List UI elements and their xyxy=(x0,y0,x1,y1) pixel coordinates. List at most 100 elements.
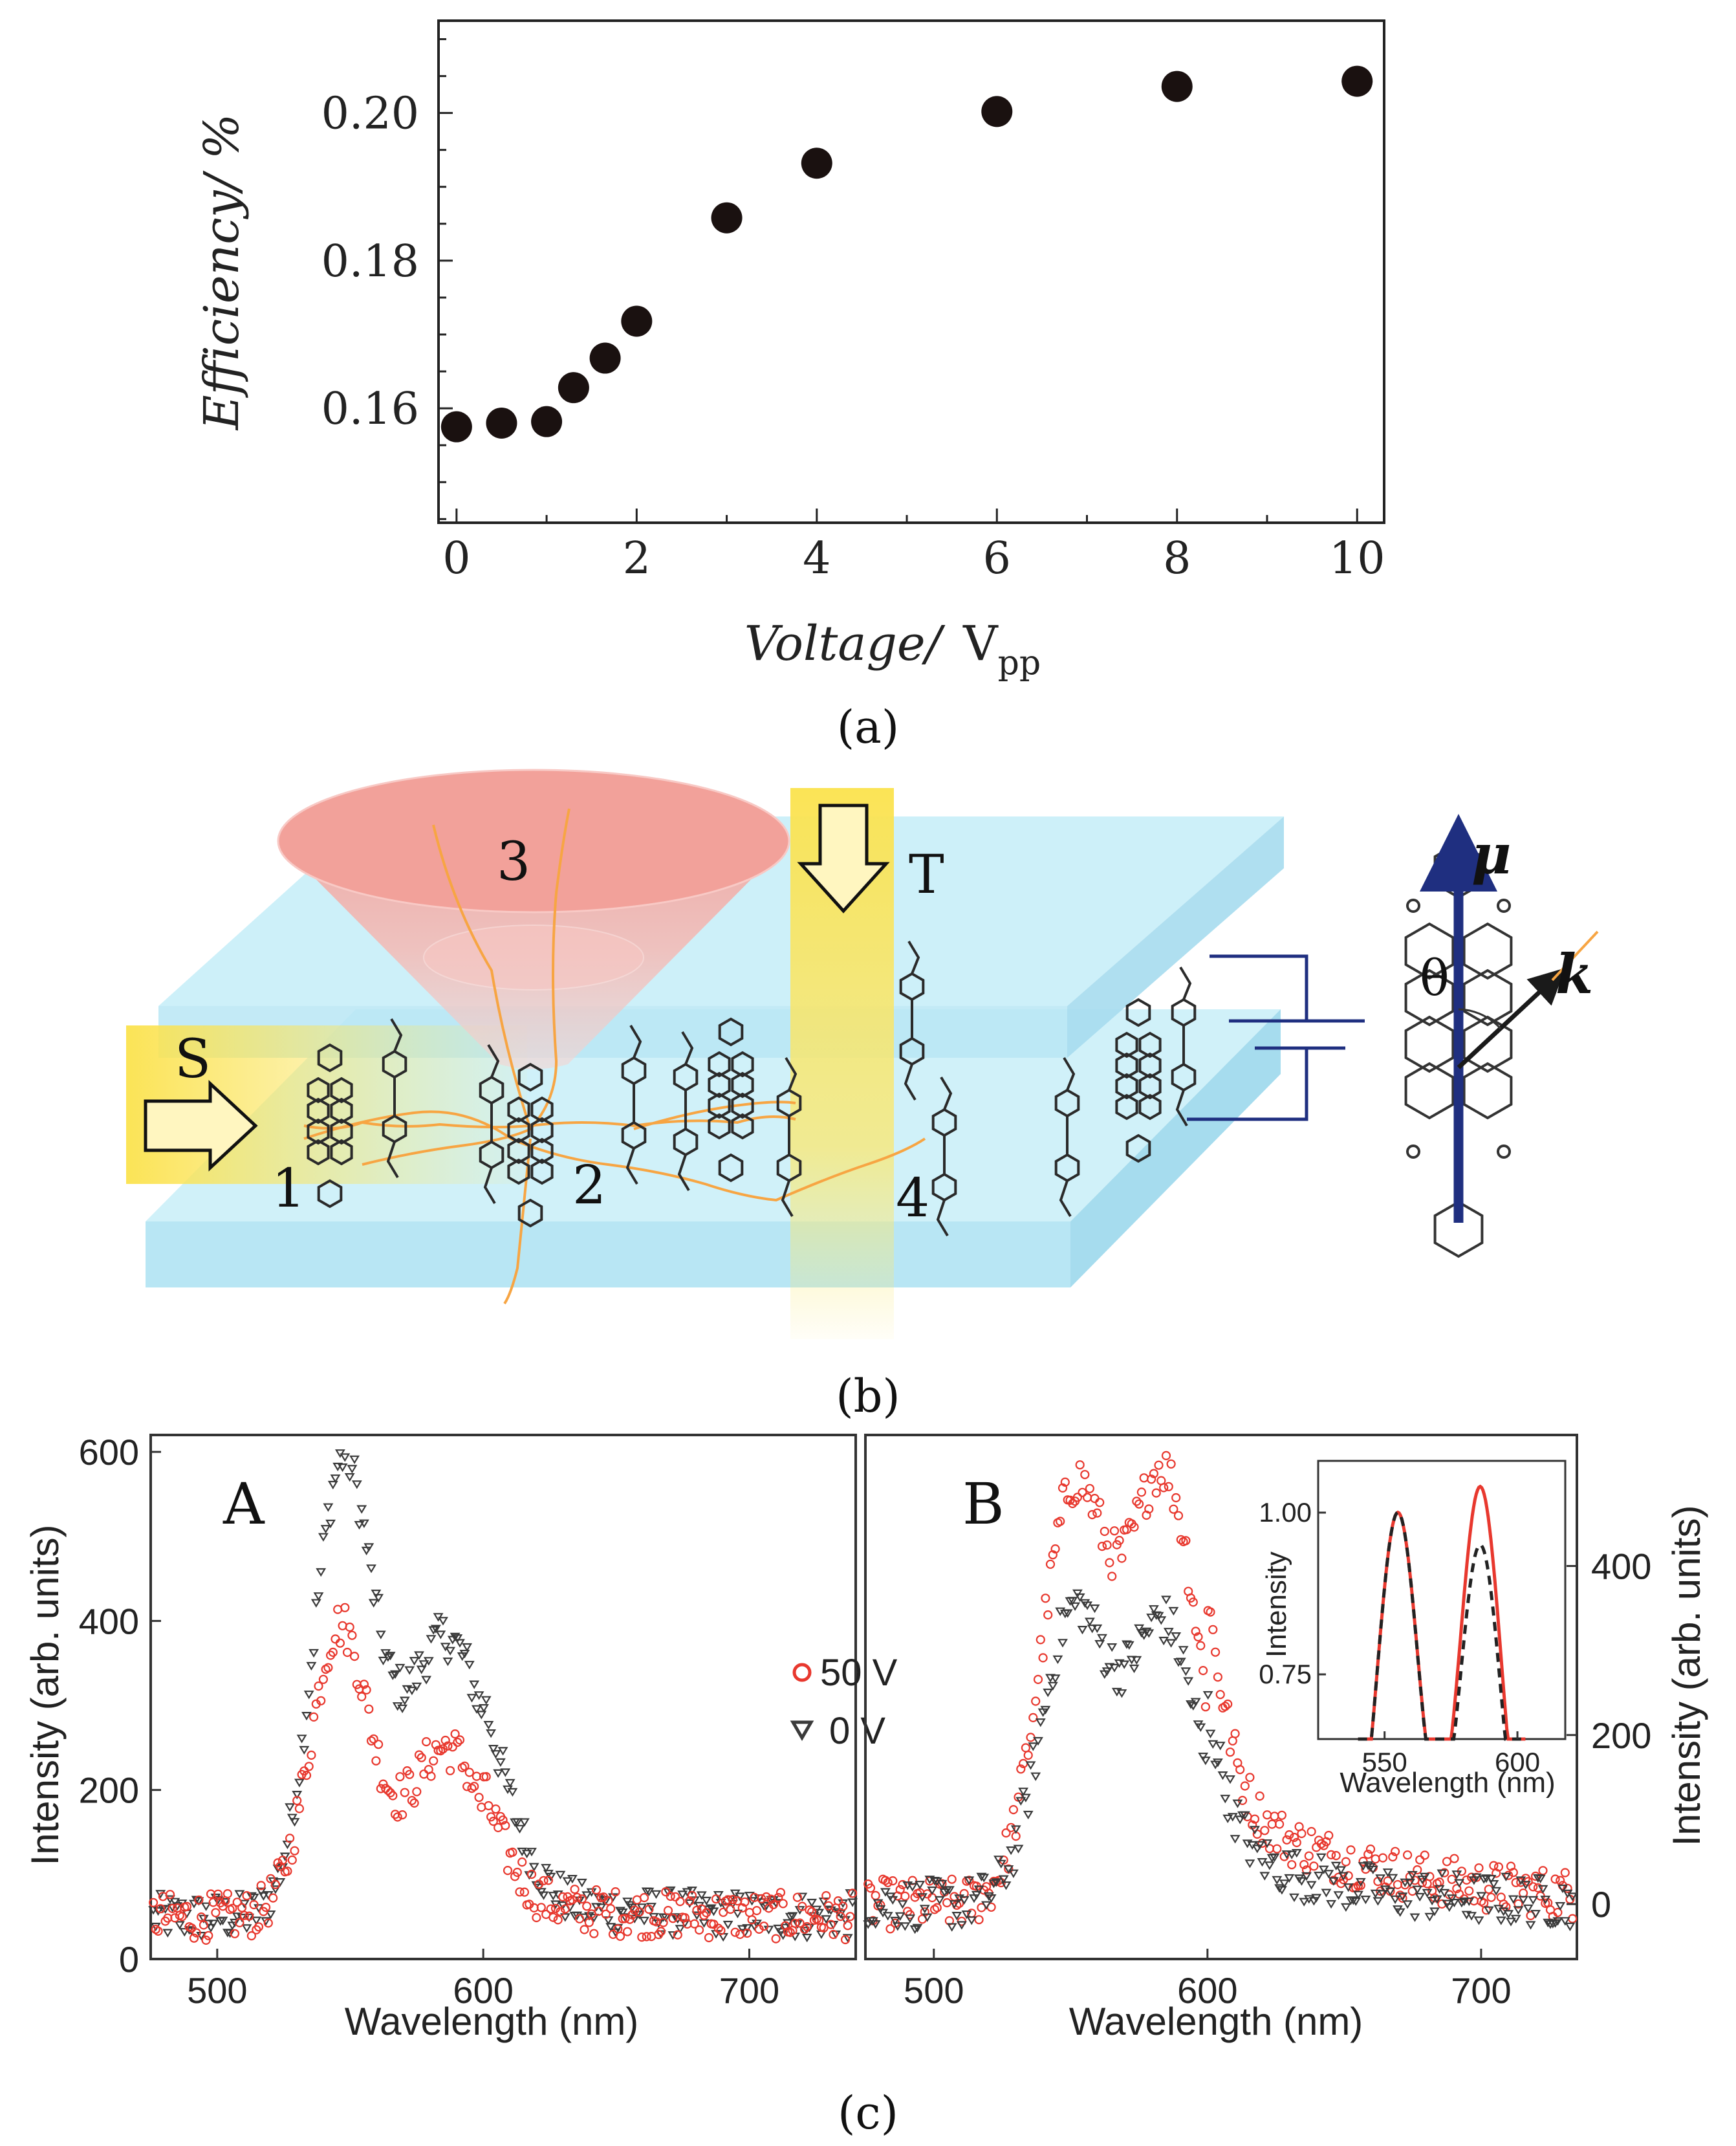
spectrum-point-50V xyxy=(1449,1854,1459,1863)
panel-c-a-data-points xyxy=(148,1449,858,1945)
spectrum-point-0V xyxy=(1080,1599,1090,1608)
spectrum-point-0V xyxy=(316,1568,327,1577)
benzene-ring xyxy=(507,1158,530,1185)
benzene-ring xyxy=(507,1137,530,1165)
spectrum-point-50V xyxy=(168,1903,177,1913)
spectrum-point-0V xyxy=(153,1907,164,1916)
spectrum-point-50V xyxy=(455,1735,465,1745)
spectrum-point-50V xyxy=(323,1663,333,1672)
theta-arc xyxy=(1458,1008,1502,1030)
spectrum-point-0V xyxy=(897,1900,908,1909)
spectrum-point-50V xyxy=(1041,1593,1050,1603)
t-arrow-icon xyxy=(797,804,890,914)
spectrum-point-50V xyxy=(1304,1851,1314,1861)
spectrum-point-0V xyxy=(1439,1889,1450,1898)
benzene-ring xyxy=(1115,1093,1138,1121)
spectrum-point-50V xyxy=(546,1904,556,1914)
spectrum-point-50V xyxy=(694,1925,704,1935)
data-point xyxy=(621,305,653,337)
spectrum-point-0V xyxy=(1180,1667,1191,1676)
spectrum-point-50V xyxy=(1196,1641,1206,1650)
spectrum-point-0V xyxy=(459,1650,470,1659)
spectrum-point-0V xyxy=(1400,1878,1411,1887)
spectrum-point-0V xyxy=(490,1750,501,1759)
spectrum-point-0V xyxy=(1244,1859,1255,1868)
spectrum-point-0V xyxy=(497,1747,508,1756)
spectrum-point-50V xyxy=(1417,1878,1427,1887)
spectrum-point-50V xyxy=(1553,1907,1563,1918)
ray-5 xyxy=(503,1138,532,1305)
spectrum-point-50V xyxy=(218,1901,228,1911)
spectrum-point-0V xyxy=(1161,1595,1171,1604)
spectrum-point-0V xyxy=(1276,1886,1287,1895)
x-tick-label: 8 xyxy=(1163,533,1191,584)
spectrum-point-50V xyxy=(1514,1899,1523,1909)
label-2: 2 xyxy=(572,1155,606,1216)
benzene-ring xyxy=(1115,1052,1138,1079)
spectrum-point-0V xyxy=(1473,1916,1484,1925)
oxygen-atom xyxy=(1406,899,1420,913)
spectrum-point-0V xyxy=(973,1885,984,1894)
spectrum-point-0V xyxy=(1146,1614,1157,1623)
spectrum-point-0V xyxy=(907,1883,918,1892)
spectrum-point-0V xyxy=(1070,1602,1081,1611)
spectrum-point-0V xyxy=(1148,1605,1159,1614)
spectrum-point-0V xyxy=(1084,1617,1095,1626)
spectrum-point-50V xyxy=(795,1918,805,1928)
spectrum-point-0V xyxy=(337,1463,348,1473)
spectrum-point-50V xyxy=(1260,1826,1270,1835)
spectrum-point-0V xyxy=(964,1876,975,1885)
spectrum-point-50V xyxy=(833,1896,843,1906)
spectrum-point-0V xyxy=(301,1712,312,1721)
spectrum-point-0V xyxy=(1424,1912,1435,1922)
spectrum-point-50V xyxy=(1200,1702,1211,1712)
spectrum-point-50V xyxy=(740,1897,750,1907)
spectrum-point-50V xyxy=(395,1772,405,1782)
spectrum-point-50V xyxy=(268,1893,278,1903)
spectrum-point-50V xyxy=(1493,1862,1504,1872)
spectrum-point-0V xyxy=(1528,1896,1539,1905)
spectrum-point-50V xyxy=(149,1898,158,1907)
panel-c-a-ticks: 500 600 700 0 200 400 600 xyxy=(79,1432,780,2011)
spectrum-point-50V xyxy=(819,1923,829,1932)
benzene-ring xyxy=(1433,1200,1484,1258)
spectrum-point-0V xyxy=(248,1894,259,1903)
benzene-ring xyxy=(530,1137,554,1165)
spectrum-point-0V xyxy=(1077,1626,1088,1635)
spectrum-point-0V xyxy=(1043,1689,1054,1698)
spectrum-point-50V xyxy=(445,1766,455,1775)
spectrum-point-50V xyxy=(1442,1857,1452,1867)
spectrum-point-0V xyxy=(421,1676,432,1685)
spectrum-point-50V xyxy=(405,1769,415,1779)
spectrum-point-50V xyxy=(467,1784,477,1793)
spectrum-point-50V xyxy=(388,1791,398,1801)
alkyl-chain xyxy=(785,1057,797,1091)
spectrum-point-50V xyxy=(488,1817,498,1826)
spectrum-point-50V xyxy=(1033,1674,1043,1684)
spectrum-point-0V xyxy=(358,1519,369,1528)
spectrum-point-0V xyxy=(1535,1874,1546,1883)
panel-a-plot-frame xyxy=(437,19,1385,524)
alkyl-chain xyxy=(681,1031,694,1065)
spectrum-point-0V xyxy=(526,1848,537,1857)
spectrum-point-0V xyxy=(1097,1634,1107,1643)
panel-c-b-x-axis-label: Wavelength (nm) xyxy=(1069,2000,1363,2043)
spectrum-point-0V xyxy=(318,1533,329,1542)
panel-c-b-inset: 550 600 0.75 1.00 Intensity Wavelength (nm) xyxy=(1259,1460,1567,1799)
spectrum-point-50V xyxy=(802,1922,812,1932)
spectrum-point-0V xyxy=(1479,1875,1490,1884)
spectrum-point-0V xyxy=(327,1480,338,1490)
spectrum-point-50V xyxy=(799,1924,810,1934)
y-tick-label: 600 xyxy=(79,1432,139,1473)
spectrum-point-0V xyxy=(1367,1865,1378,1874)
spectrum-point-50V xyxy=(1082,1493,1092,1502)
spectrum-point-0V xyxy=(959,1896,970,1905)
spectrum-point-50V xyxy=(1176,1535,1186,1544)
spectrum-point-0V xyxy=(303,1691,314,1700)
spectrum-point-50V xyxy=(639,1893,649,1903)
spectrum-point-50V xyxy=(836,1912,845,1922)
spectrum-point-50V xyxy=(1058,1483,1068,1493)
spectrum-point-50V xyxy=(888,1876,898,1886)
spectrum-point-0V xyxy=(1289,1893,1299,1902)
spectrum-point-0V xyxy=(1318,1865,1329,1874)
